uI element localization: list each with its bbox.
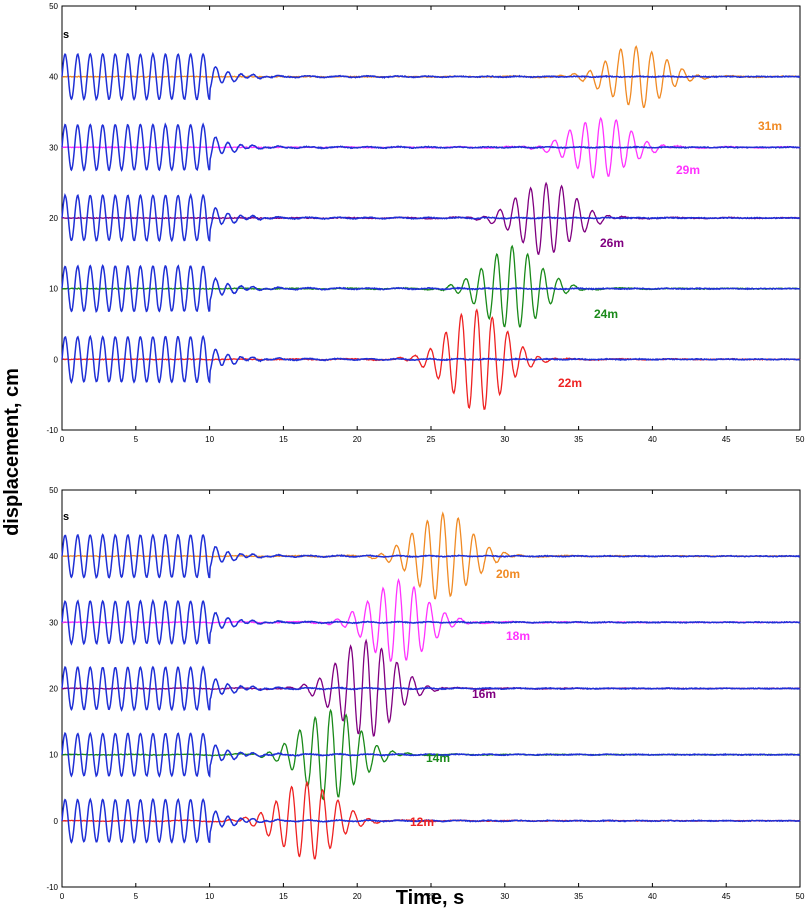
x-tick-label: 45 <box>722 435 731 444</box>
y-tick-label: -10 <box>46 426 58 435</box>
series-label-12m: 12m <box>410 815 434 829</box>
y-tick-label: 50 <box>49 486 58 495</box>
y-tick-label: 10 <box>49 751 58 760</box>
y-axis-label: displacement, cm <box>1 368 23 536</box>
x-tick-label: 20 <box>353 435 362 444</box>
series-label-26m: 26m <box>600 236 624 250</box>
x-tick-label: 35 <box>574 892 583 901</box>
x-tick-label: 10 <box>205 435 214 444</box>
x-tick-label: 15 <box>279 892 288 901</box>
series-label-29m: 29m <box>676 163 700 177</box>
y-tick-label: 40 <box>49 73 58 82</box>
series-label-18m: 18m <box>506 629 530 643</box>
series-label-31m: 31m <box>758 119 782 133</box>
y-tick-label: 20 <box>49 214 58 223</box>
series-label-22m: 22m <box>558 376 582 390</box>
series-label-24m: 24m <box>594 307 618 321</box>
x-tick-label: 10 <box>205 892 214 901</box>
x-axis-label: Time, s <box>396 887 465 909</box>
input-line <box>61 334 801 385</box>
x-tick-label: 35 <box>574 435 583 444</box>
y-tick-label: 50 <box>49 2 58 11</box>
x-tick-label: 15 <box>279 435 288 444</box>
x-tick-label: 40 <box>648 892 657 901</box>
series-label-14m: 14m <box>426 751 450 765</box>
input-line <box>61 263 801 313</box>
x-tick-label: 45 <box>722 892 731 901</box>
corner-label: s <box>63 511 69 523</box>
input-line <box>61 192 801 243</box>
input-line <box>61 533 801 579</box>
x-tick-label: 40 <box>648 435 657 444</box>
series-label-16m: 16m <box>472 687 496 701</box>
input-line <box>61 122 801 173</box>
x-tick-label: 5 <box>134 892 139 901</box>
x-tick-label: 0 <box>60 892 65 901</box>
y-tick-label: 0 <box>54 817 59 826</box>
bottom-panel: 0 5 10 15 20 25 30 35 40 45 50-1001020304050s20m18… <box>46 486 805 901</box>
series-line-24m <box>62 244 801 328</box>
y-tick-label: 30 <box>49 618 58 627</box>
series-label-20m: 20m <box>496 567 520 581</box>
input-line <box>61 598 801 646</box>
x-tick-label: 30 <box>500 435 509 444</box>
y-tick-label: 40 <box>49 552 58 561</box>
x-tick-label: 30 <box>500 892 509 901</box>
corner-label: s <box>63 29 69 41</box>
x-tick-label: 5 <box>134 435 139 444</box>
series-line-18m <box>61 578 801 662</box>
y-tick-label: -10 <box>46 883 58 892</box>
x-tick-label: 25 <box>427 435 436 444</box>
series-line-26m <box>62 181 800 256</box>
y-tick-label: 20 <box>49 685 58 694</box>
input-line <box>61 51 801 102</box>
x-tick-label: 25 <box>427 892 436 901</box>
y-tick-label: 30 <box>49 143 58 152</box>
x-tick-label: 0 <box>60 435 65 444</box>
y-tick-label: 0 <box>54 355 59 364</box>
x-tick-label: 50 <box>796 435 805 444</box>
input-line <box>61 731 800 778</box>
x-tick-label: 20 <box>353 892 362 901</box>
top-panel: 0 5 10 15 20 25 30 35 40 45 50-1001020304050s31m29… <box>46 2 805 444</box>
y-tick-label: 10 <box>49 285 58 294</box>
input-line <box>61 797 801 845</box>
input-line <box>61 665 801 713</box>
x-tick-label: 50 <box>796 892 805 901</box>
